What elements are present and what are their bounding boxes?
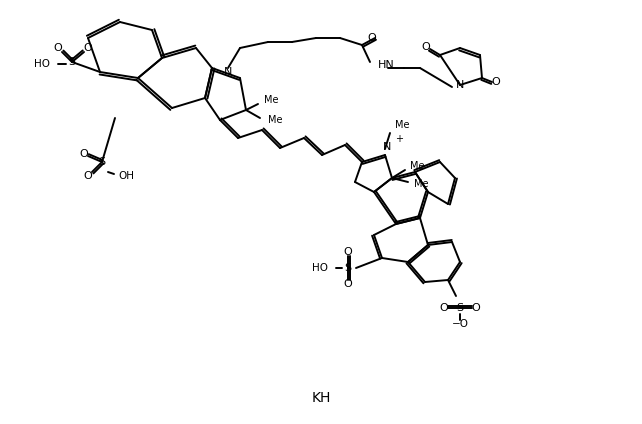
Text: +: + bbox=[395, 134, 403, 144]
Text: O: O bbox=[343, 279, 352, 289]
Text: O: O bbox=[422, 42, 430, 52]
Text: N: N bbox=[383, 142, 391, 152]
Text: Me: Me bbox=[410, 161, 424, 171]
Text: O: O bbox=[83, 171, 92, 181]
Text: O: O bbox=[54, 43, 62, 53]
Text: O: O bbox=[440, 303, 448, 313]
Text: S: S bbox=[345, 263, 352, 273]
Text: S: S bbox=[69, 57, 76, 67]
Text: OH: OH bbox=[118, 171, 134, 181]
Text: Me: Me bbox=[395, 120, 410, 130]
Text: O: O bbox=[472, 303, 480, 313]
Text: O: O bbox=[343, 247, 352, 257]
Text: −O: −O bbox=[451, 319, 469, 329]
Text: HO: HO bbox=[312, 263, 328, 273]
Text: KH: KH bbox=[311, 391, 331, 405]
Text: O: O bbox=[80, 149, 89, 159]
Text: O: O bbox=[492, 77, 500, 87]
Text: Me: Me bbox=[264, 95, 279, 105]
Text: S: S bbox=[98, 157, 105, 167]
Text: Me: Me bbox=[268, 115, 282, 125]
Text: O: O bbox=[368, 33, 376, 43]
Text: HO: HO bbox=[34, 59, 50, 69]
Text: Me: Me bbox=[414, 179, 428, 189]
Text: N: N bbox=[224, 67, 232, 77]
Text: HN: HN bbox=[378, 60, 395, 70]
Text: N: N bbox=[456, 80, 464, 90]
Text: O: O bbox=[83, 43, 92, 53]
Text: S: S bbox=[456, 303, 464, 313]
